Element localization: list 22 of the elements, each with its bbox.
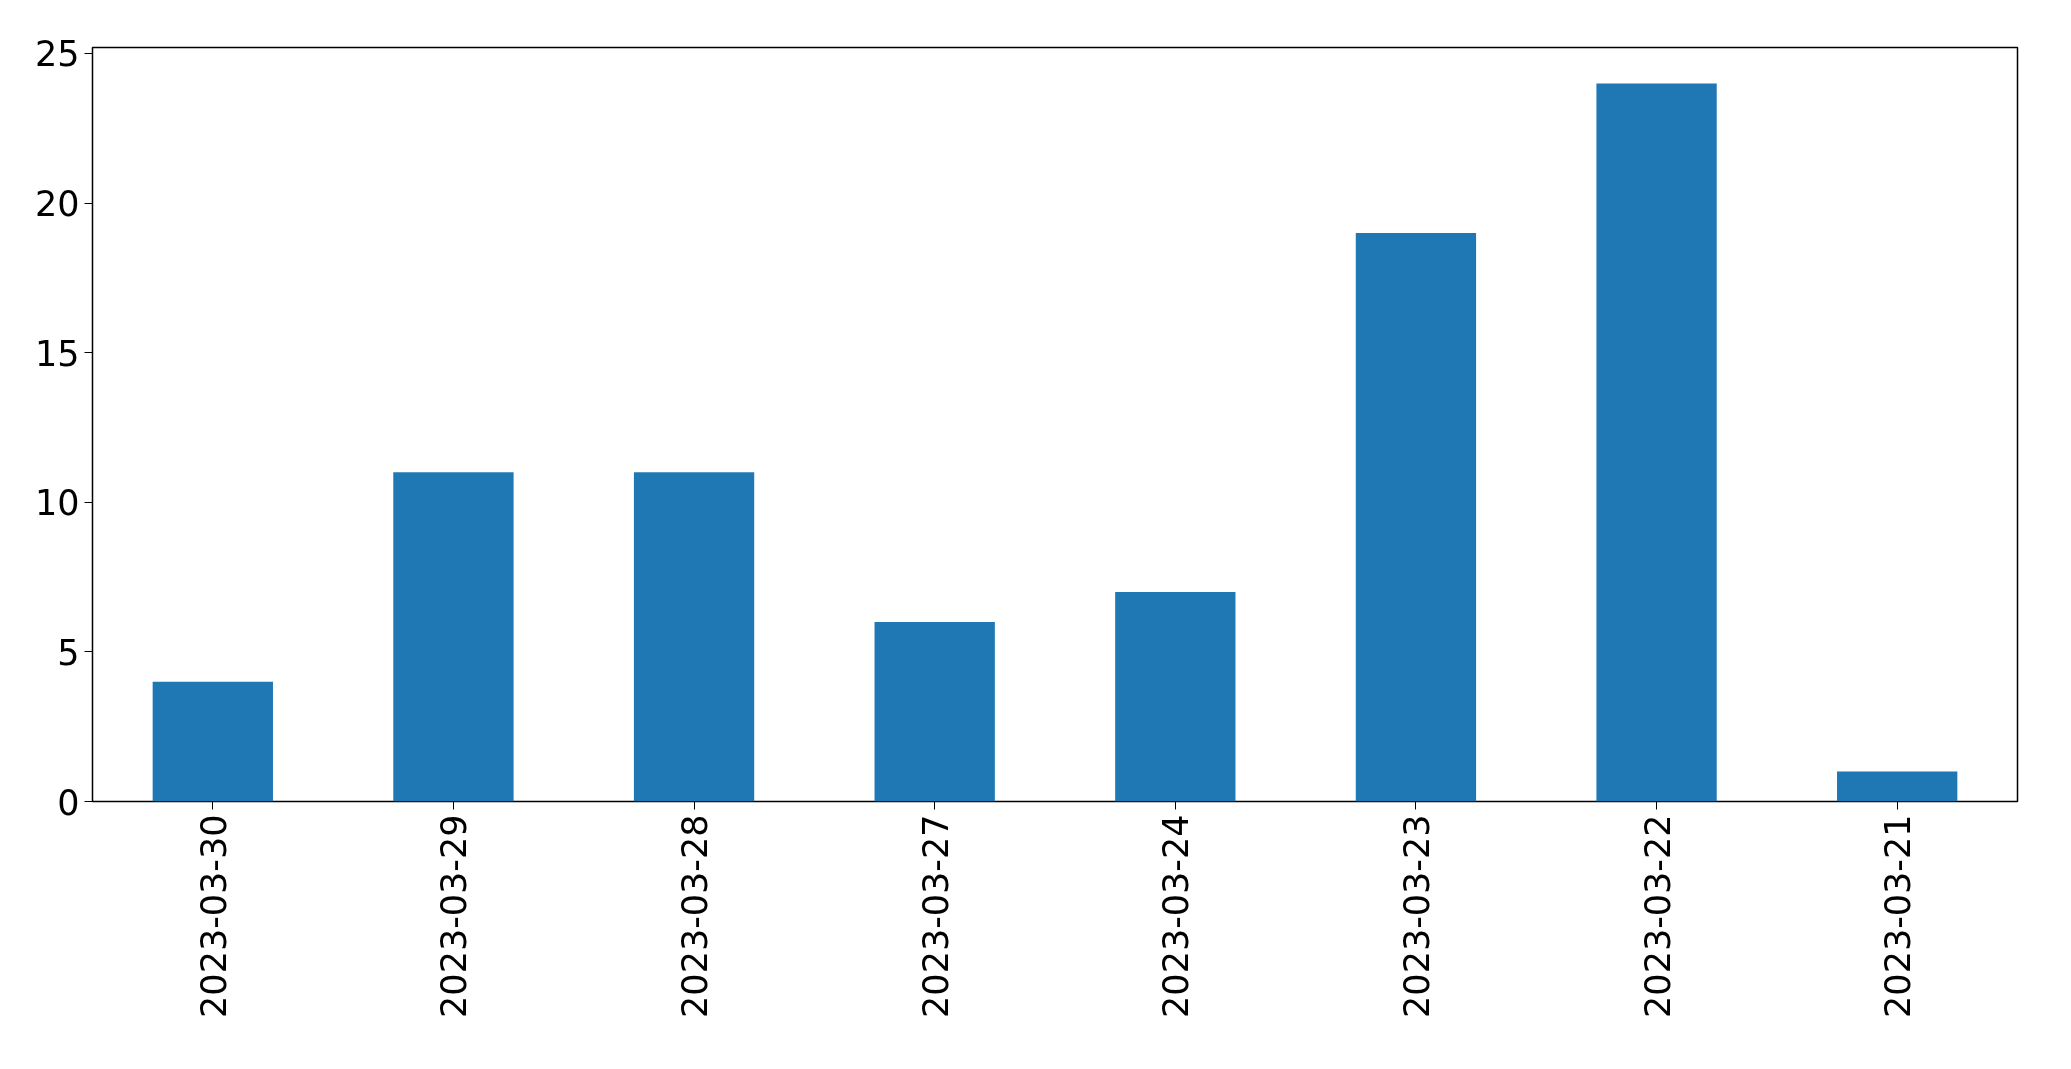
y-tick-label: 25 xyxy=(34,34,80,75)
x-tick-label: 2023-03-30 xyxy=(193,814,234,1018)
x-tick-label: 2023-03-23 xyxy=(1396,814,1437,1018)
y-tick-label: 10 xyxy=(34,483,80,524)
bar xyxy=(1355,233,1477,802)
x-tick-label: 2023-03-28 xyxy=(675,814,716,1018)
y-tick-label: 20 xyxy=(34,184,80,225)
bar xyxy=(874,621,995,802)
x-tick-label: 2023-03-27 xyxy=(915,814,956,1018)
x-tick-label: 2023-03-24 xyxy=(1156,814,1197,1018)
x-tick-label: 2023-03-22 xyxy=(1637,814,1678,1018)
bar xyxy=(1596,83,1717,802)
bar xyxy=(1837,771,1958,802)
x-tick-label: 2023-03-21 xyxy=(1878,814,1919,1018)
y-tick-label: 15 xyxy=(34,333,80,374)
x-tick-label: 2023-03-29 xyxy=(434,814,475,1018)
bar xyxy=(152,681,273,802)
y-tick-label: 5 xyxy=(57,632,80,673)
bar xyxy=(1115,592,1236,802)
bar xyxy=(633,472,755,802)
bar xyxy=(393,472,514,802)
y-tick-label: 0 xyxy=(57,782,80,823)
